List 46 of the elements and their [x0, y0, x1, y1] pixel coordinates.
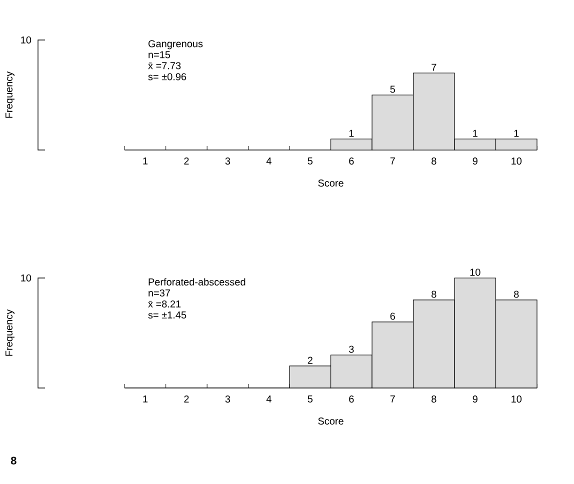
- x-tick-label: 7: [390, 396, 395, 402]
- data-label: 2: [308, 356, 312, 364]
- x-tick-label: 6: [349, 158, 354, 165]
- annotation: n=37: [148, 289, 170, 297]
- x-tick-label: 7: [390, 158, 395, 164]
- text: n=15: [148, 51, 170, 58]
- text: 10: [21, 274, 32, 282]
- x-tick-label: 1: [143, 396, 148, 402]
- x-tick-label: 8: [432, 396, 436, 403]
- x-tick-label: 2: [184, 158, 189, 165]
- data-label: 5: [390, 86, 396, 93]
- data-label: 7: [432, 64, 436, 71]
- x-tick-label: 10: [512, 158, 522, 165]
- text: x̄ =7.73: [148, 62, 181, 70]
- data-label: 1: [473, 130, 478, 137]
- x-tick-label: 8: [432, 158, 436, 165]
- x-tick-label: 5: [308, 396, 313, 402]
- x-tick-label: 3: [225, 396, 230, 403]
- x-axis-title: Score: [318, 418, 344, 425]
- data-label: 8: [432, 290, 436, 298]
- y-axis-title: Frequency: [6, 309, 14, 356]
- annotation: Perforated-abscessed: [148, 278, 246, 286]
- text: 8: [10, 456, 16, 464]
- data-label: 3: [349, 346, 354, 353]
- x-tick-label: 4: [266, 396, 272, 402]
- data-label: 1: [514, 130, 519, 137]
- annotation: x̄ =8.21: [148, 300, 181, 308]
- data-label: 10: [470, 268, 480, 276]
- annotation: s= ±0.96: [148, 73, 186, 80]
- x-tick-label: 6: [349, 396, 354, 403]
- y-axis-title: Frequency: [6, 71, 14, 118]
- data-label: 1: [349, 130, 354, 137]
- x-tick-label: 4: [266, 158, 272, 164]
- x-tick-label: 2: [184, 396, 189, 402]
- data-label: 8: [514, 290, 519, 298]
- annotation: s= ±1.45: [148, 312, 186, 319]
- x-tick-label: 1: [143, 158, 148, 164]
- text: Gangrenous: [148, 40, 203, 50]
- x-tick-label: 5: [308, 158, 313, 164]
- text: 10: [21, 36, 32, 44]
- x-tick-label: 9: [472, 158, 478, 165]
- x-tick-label: 10: [512, 396, 522, 403]
- x-tick-label: 9: [472, 396, 478, 403]
- x-tick-label: 3: [225, 158, 230, 165]
- x-axis-title: Score: [318, 180, 344, 187]
- data-label: 6: [390, 312, 396, 320]
